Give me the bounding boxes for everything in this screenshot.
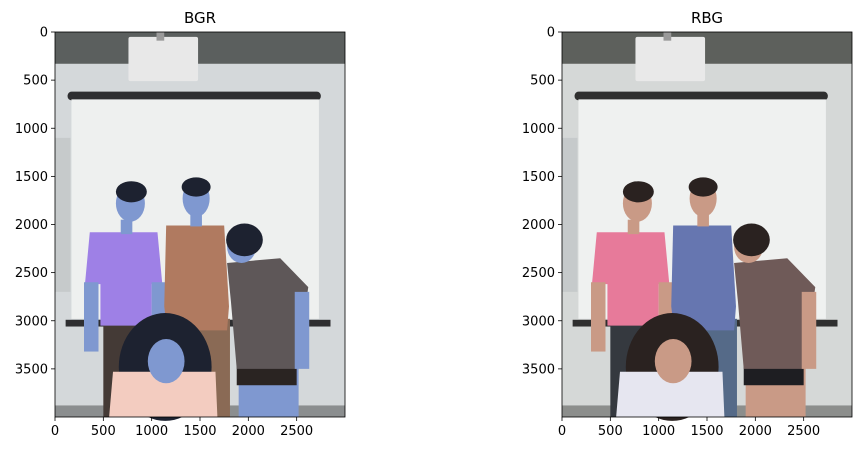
person2-torso	[164, 225, 229, 331]
y-tick-label: 500	[530, 74, 555, 89]
x-tick-label: 2000	[232, 424, 265, 439]
rbg-subplot: 0 500 1000 1500 2000 2500 0 500 1000 1500 2000 2500…	[522, 9, 853, 439]
y-tick-label: 3500	[15, 362, 48, 377]
person1-neck	[120, 219, 133, 235]
person1-torso	[591, 232, 670, 326]
person4-torso	[616, 371, 725, 417]
person1-hair	[622, 181, 654, 203]
y-tick-label: 3000	[522, 314, 555, 329]
person2-hair	[688, 177, 718, 197]
x-tick-label: 1500	[183, 424, 216, 439]
x-tick-label: 1000	[135, 424, 168, 439]
photo-left-whiteboard	[562, 137, 578, 292]
person1-torso	[84, 232, 163, 326]
person3-hair	[226, 223, 263, 257]
person2-neck	[190, 212, 202, 227]
person2-hair	[181, 177, 211, 197]
person3-arm	[801, 291, 817, 369]
bgr-subplot: 0 500 1000 1500 2000 2500 0 500 1000 1500 2000 2500…	[15, 9, 346, 439]
y-tick-label: 1500	[15, 170, 48, 185]
x-tick-label: 1000	[642, 424, 675, 439]
photo-projector-mount	[663, 32, 672, 41]
person3-arm	[294, 291, 310, 369]
x-tick-label: 2000	[739, 424, 772, 439]
person2-neck	[697, 212, 709, 227]
x-tick-label: 2500	[787, 424, 820, 439]
person3-hair	[733, 223, 770, 257]
y-tick-label: 2000	[15, 218, 48, 233]
y-tick-label: 3500	[522, 362, 555, 377]
person4-face	[654, 339, 692, 384]
person4-face	[147, 339, 185, 384]
y-tick-label: 2500	[522, 266, 555, 281]
photo-projector-mount	[156, 32, 165, 41]
y-tick-label: 0	[547, 26, 555, 41]
photo-screen-bar	[574, 91, 828, 101]
person1-arm-left	[591, 282, 606, 352]
x-tick-label: 500	[91, 424, 116, 439]
photo-ceiling	[562, 32, 852, 64]
x-tick-label: 0	[558, 424, 566, 439]
x-tick-label: 0	[51, 424, 59, 439]
y-tick-label: 3000	[15, 314, 48, 329]
x-tick-label: 500	[598, 424, 623, 439]
bgr-subplot-title: BGR	[184, 9, 216, 27]
y-tick-label: 1500	[522, 170, 555, 185]
person2-torso	[671, 225, 736, 331]
y-tick-label: 2000	[522, 218, 555, 233]
photo-ceiling	[55, 32, 345, 64]
x-tick-label: 1500	[690, 424, 723, 439]
person4-torso	[109, 371, 218, 417]
photo-left-whiteboard	[55, 137, 71, 292]
person3-torso	[734, 258, 816, 369]
y-tick-label: 1000	[15, 122, 48, 137]
photo-projector	[635, 36, 706, 82]
person1-hair	[115, 181, 147, 203]
photo-projector	[128, 36, 199, 82]
photo-screen-bar	[67, 91, 321, 101]
person1-arm-left	[84, 282, 99, 352]
y-tick-label: 2500	[15, 266, 48, 281]
y-tick-label: 500	[23, 74, 48, 89]
x-tick-label: 2500	[280, 424, 313, 439]
y-tick-label: 1000	[522, 122, 555, 137]
person3-torso	[227, 258, 309, 369]
person1-neck	[627, 219, 640, 235]
y-tick-label: 0	[40, 26, 48, 41]
rbg-subplot-title: RBG	[691, 9, 723, 27]
